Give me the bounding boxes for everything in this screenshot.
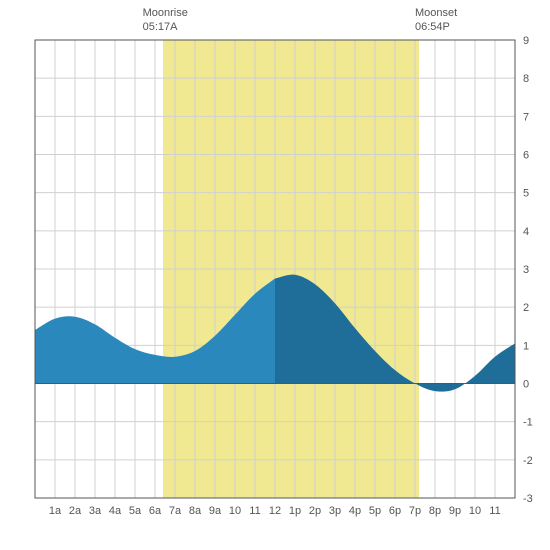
x-tick-label: 3p — [329, 505, 341, 517]
x-tick-label: 5p — [369, 505, 381, 517]
x-tick-label: 11 — [489, 505, 500, 517]
y-tick-label: 4 — [523, 226, 529, 238]
y-tick-label: -3 — [523, 493, 533, 505]
x-tick-label: 11 — [249, 505, 260, 517]
x-tick-label: 10 — [469, 505, 481, 517]
x-tick-label: 9a — [209, 505, 222, 517]
y-tick-label: 9 — [523, 35, 529, 47]
y-tick-label: 1 — [523, 340, 529, 352]
x-tick-label: 6p — [389, 505, 401, 517]
x-tick-label: 10 — [229, 505, 241, 517]
x-tick-label: 6a — [149, 505, 162, 517]
moonset-title: Moonset — [415, 7, 457, 19]
x-tick-label: 5a — [129, 505, 142, 517]
moonrise-label: Moonrise 05:17A — [143, 6, 188, 35]
x-tick-label: 1a — [49, 505, 62, 517]
x-tick-label: 2a — [69, 505, 82, 517]
moonrise-time: 05:17A — [143, 21, 178, 33]
y-tick-label: 2 — [523, 302, 529, 314]
x-tick-label: 12 — [269, 505, 281, 517]
tide-chart: Moonrise 05:17A Moonset 06:54P -3-2-1012… — [0, 0, 550, 550]
chart-svg: -3-2-101234567891a2a3a4a5a6a7a8a9a101112… — [0, 0, 550, 550]
x-tick-label: 3a — [89, 505, 102, 517]
x-tick-label: 8a — [189, 505, 202, 517]
x-tick-label: 7p — [409, 505, 421, 517]
x-tick-label: 1p — [289, 505, 301, 517]
x-tick-label: 7a — [169, 505, 182, 517]
y-tick-label: 6 — [523, 150, 529, 162]
x-tick-label: 4a — [109, 505, 122, 517]
y-tick-label: 3 — [523, 264, 529, 276]
x-tick-label: 4p — [349, 505, 361, 517]
y-tick-label: 5 — [523, 188, 529, 200]
x-tick-label: 2p — [309, 505, 321, 517]
moonset-time: 06:54P — [415, 21, 450, 33]
y-tick-label: 7 — [523, 111, 529, 123]
x-tick-label: 8p — [429, 505, 441, 517]
y-tick-label: 8 — [523, 73, 529, 85]
moonrise-title: Moonrise — [143, 7, 188, 19]
y-tick-label: -2 — [523, 455, 533, 467]
moonset-label: Moonset 06:54P — [415, 6, 457, 35]
y-tick-label: -1 — [523, 417, 533, 429]
x-tick-label: 9p — [449, 505, 461, 517]
y-tick-label: 0 — [523, 379, 529, 391]
